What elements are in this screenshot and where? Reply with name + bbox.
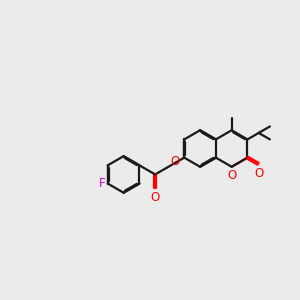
Text: O: O	[170, 155, 179, 168]
Text: O: O	[151, 190, 160, 204]
Text: O: O	[254, 167, 263, 180]
Text: F: F	[99, 177, 106, 190]
Text: O: O	[228, 169, 237, 182]
